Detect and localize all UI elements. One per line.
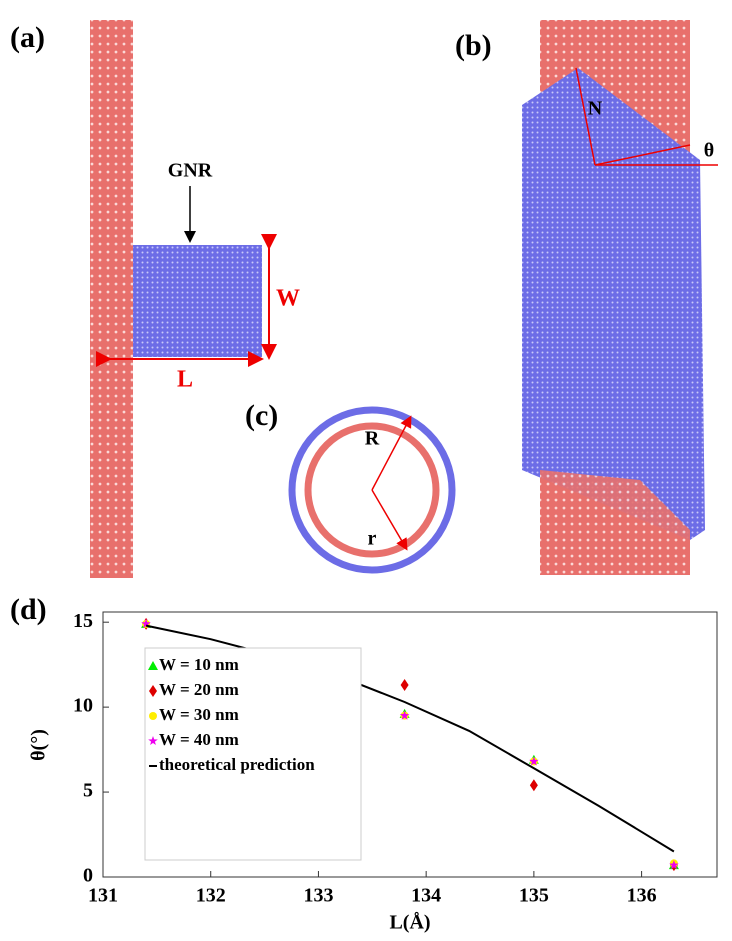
radius-label: R: [365, 428, 380, 450]
x-tick-label: 136: [627, 885, 657, 907]
y-tick-label: 5: [83, 780, 93, 802]
x-tick-label: 132: [196, 885, 226, 907]
normal-label: N: [588, 98, 603, 120]
page: { "panels": { "a": {"label": "(a)", "gnr…: [0, 0, 732, 936]
panel-label: (d): [10, 593, 47, 626]
legend-label: W = 30 nm: [159, 705, 239, 724]
y-tick-label: 10: [73, 695, 93, 717]
x-tick-label: 131: [88, 885, 118, 907]
data-point: [530, 779, 538, 791]
nanotube: [90, 20, 133, 578]
x-tick-label: 135: [519, 885, 549, 907]
width-label: W: [276, 286, 300, 312]
figure: (a) GNR W L (b) N θ (c) R r (d) θ(°) L(Å…: [0, 0, 732, 936]
panel-label: (a): [10, 21, 45, 54]
legend-label: W = 20 nm: [159, 680, 239, 699]
arrow: [372, 490, 406, 548]
panel-label: (b): [455, 29, 492, 62]
legend-label: theoretical prediction: [159, 755, 315, 774]
legend-label: W = 10 nm: [159, 655, 239, 674]
radius-label: r: [368, 528, 377, 550]
x-axis-label: L(Å): [389, 911, 430, 934]
gnr-label: GNR: [168, 160, 213, 182]
angle-label: θ: [704, 140, 714, 162]
legend-label: W = 40 nm: [159, 730, 239, 749]
graphene-ribbon: [133, 245, 262, 357]
x-tick-label: 134: [411, 885, 441, 907]
y-axis-label: θ(°): [28, 729, 50, 761]
length-label: L: [177, 367, 193, 393]
y-tick-label: 15: [73, 610, 93, 632]
legend-marker: [149, 712, 157, 720]
panel-label: (c): [245, 399, 278, 432]
x-tick-label: 133: [303, 885, 333, 907]
data-point: [401, 679, 409, 691]
y-tick-label: 0: [83, 865, 93, 887]
